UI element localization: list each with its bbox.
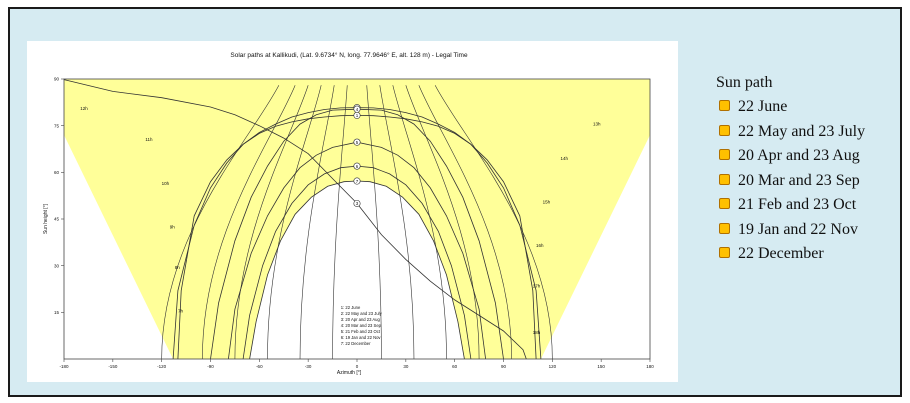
x-tick-label: -180 (59, 364, 69, 369)
x-tick-label: -120 (157, 364, 167, 369)
x-tick-label: 30 (403, 364, 409, 369)
y-tick-label: 30 (54, 263, 60, 268)
legend-swatch-icon (719, 198, 730, 209)
hour-label: 7h (178, 308, 184, 313)
x-tick-label: -30 (305, 364, 312, 369)
y-tick-label: 60 (54, 170, 60, 175)
inner-legend-entry: 7: 22 December (341, 341, 371, 346)
inner-legend-entry: 5: 21 Feb and 23 Oct (341, 329, 381, 334)
x-tick-label: -90 (207, 364, 214, 369)
inner-legend-entry: 2: 22 May and 23 July (341, 311, 383, 316)
legend-swatch-icon (719, 100, 730, 111)
x-axis-label: Azimuth [°] (337, 370, 362, 376)
legend-swatch-icon (719, 125, 730, 136)
hour-label: 8h (175, 265, 181, 270)
legend-item-label: 22 December (738, 245, 824, 262)
solar-path-chart-panel: Solar paths at Kallikudi, (Lat. 9.6734° … (27, 41, 678, 382)
hour-label: 9h (170, 224, 176, 229)
x-tick-label: 180 (646, 364, 654, 369)
legend-item[interactable]: 21 Feb and 23 Oct (716, 193, 902, 218)
inner-legend-entry: 1: 22 June (341, 305, 361, 310)
hour-label: 13h (593, 122, 601, 127)
hour-label: 12h (80, 106, 88, 111)
inner-legend-entry: 3: 20 Apr and 23 Aug (341, 317, 381, 322)
legend-swatch-icon (719, 223, 730, 234)
hour-label: 15h (543, 199, 551, 204)
app-frame: Solar paths at Kallikudi, (Lat. 9.6734° … (8, 7, 902, 397)
legend-item[interactable]: 20 Apr and 23 Aug (716, 144, 902, 169)
inner-legend-entry: 4: 20 Mar and 23 Sep (341, 323, 382, 328)
chart-title: Solar paths at Kallikudi, (Lat. 9.6734° … (230, 51, 468, 59)
legend-swatch-icon (719, 174, 730, 185)
legend-item[interactable]: 22 June (716, 95, 902, 120)
x-tick-label: -60 (256, 364, 263, 369)
x-tick-label: 150 (597, 364, 605, 369)
y-tick-label: 90 (54, 77, 60, 82)
legend-item-label: 20 Apr and 23 Aug (738, 147, 860, 164)
x-tick-label: 120 (549, 364, 557, 369)
hour-label: 14h (560, 156, 568, 161)
y-tick-label: 45 (54, 217, 60, 222)
hour-label: 10h (162, 181, 170, 186)
legend-item-label: 19 Jan and 22 Nov (738, 221, 858, 238)
legend-item[interactable]: 19 Jan and 22 Nov (716, 218, 902, 243)
legend-title: Sun path (716, 71, 902, 95)
y-tick-label: 15 (54, 310, 60, 315)
inner-legend-entry: 6: 19 Jan and 22 Nov (341, 335, 382, 340)
plot-area: 123456712h11h10h9h8h7h13h14h15h16h17h18h… (54, 77, 654, 369)
legend-item[interactable]: 20 Mar and 23 Sep (716, 169, 902, 194)
legend-item-label: 21 Feb and 23 Oct (738, 196, 856, 213)
x-tick-label: -150 (108, 364, 118, 369)
legend-swatch-icon (719, 247, 730, 258)
hour-label: 11h (145, 137, 153, 142)
legend-list: 22 June 22 May and 23 July 20 Apr and 23… (716, 95, 902, 267)
x-tick-label: 90 (501, 364, 507, 369)
x-tick-label: 60 (452, 364, 458, 369)
legend-swatch-icon (719, 149, 730, 160)
sun-path-legend: Sun path 22 June 22 May and 23 July 20 A… (716, 71, 902, 267)
y-tick-label: 75 (54, 123, 60, 128)
legend-item-label: 20 Mar and 23 Sep (738, 172, 860, 189)
hour-label: 17h (533, 283, 541, 288)
legend-item[interactable]: 22 May and 23 July (716, 120, 902, 145)
x-tick-label: 0 (356, 364, 359, 369)
legend-item-label: 22 May and 23 July (738, 123, 865, 140)
legend-item[interactable]: 22 December (716, 242, 902, 267)
solar-path-chart: Solar paths at Kallikudi, (Lat. 9.6734° … (27, 41, 678, 382)
hour-label: 16h (536, 243, 544, 248)
hour-label: 18h (533, 330, 541, 335)
legend-item-label: 22 June (738, 98, 787, 115)
y-axis-label: Sun height [°] (43, 203, 49, 234)
